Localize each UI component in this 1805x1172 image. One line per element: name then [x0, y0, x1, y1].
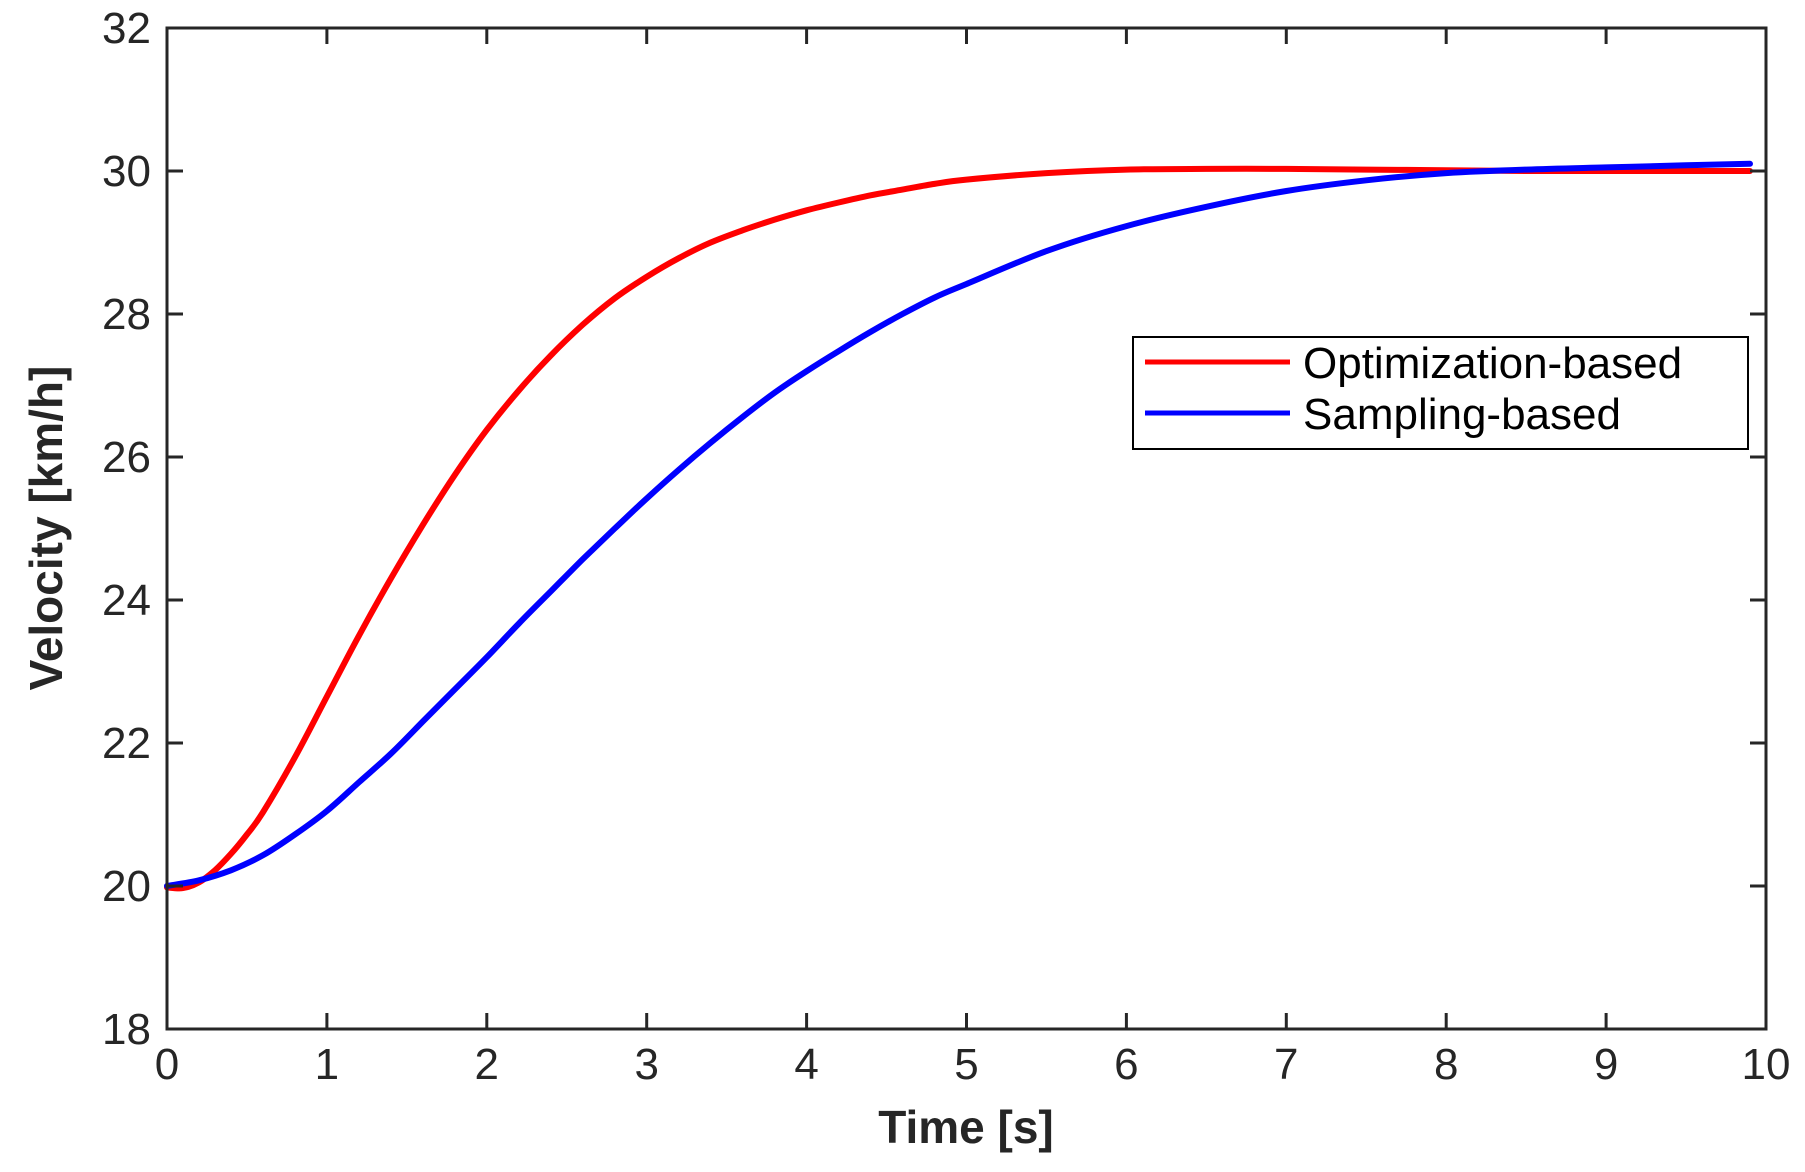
- y-axis-title: Velocity [km/h]: [20, 366, 72, 691]
- x-tick-label: 10: [1742, 1040, 1791, 1089]
- y-tick-label: 30: [102, 147, 151, 196]
- legend-box: [1132, 336, 1749, 450]
- y-tick-label: 32: [102, 4, 151, 53]
- legend-label-optimization: Optimization-based: [1303, 339, 1682, 388]
- x-tick-label: 1: [315, 1040, 339, 1089]
- x-tick-label: 0: [155, 1040, 179, 1089]
- y-tick-label: 28: [102, 290, 151, 339]
- y-tick-label: 18: [102, 1005, 151, 1054]
- y-tick-label: 24: [102, 576, 151, 625]
- x-tick-label: 6: [1114, 1040, 1138, 1089]
- x-tick-label: 8: [1434, 1040, 1458, 1089]
- series-line-sampling-based: [164, 160, 1753, 889]
- x-tick-label: 3: [634, 1040, 658, 1089]
- y-tick-label: 22: [102, 719, 151, 768]
- legend: Optimization-based Sampling-based: [1132, 336, 1749, 450]
- plot-area-frame: [165, 26, 1768, 1031]
- x-tick-label: 5: [954, 1040, 978, 1089]
- series-line-optimization-based: [164, 165, 1753, 892]
- x-tick-label: 2: [475, 1040, 499, 1089]
- y-tick-label: 26: [102, 433, 151, 482]
- y-tick-label: 20: [102, 862, 151, 911]
- x-axis-title: Time [s]: [878, 1101, 1054, 1153]
- x-tick-label: 9: [1594, 1040, 1618, 1089]
- legend-label-sampling: Sampling-based: [1303, 390, 1621, 439]
- series-layer: [164, 160, 1753, 892]
- x-tick-label: 7: [1274, 1040, 1298, 1089]
- tick-layer: 0 1 2 3 4 5 6 7 8 9 10 18 20 22 24 26 28 30 32: [102, 4, 1790, 1089]
- x-tick-label: 4: [794, 1040, 818, 1089]
